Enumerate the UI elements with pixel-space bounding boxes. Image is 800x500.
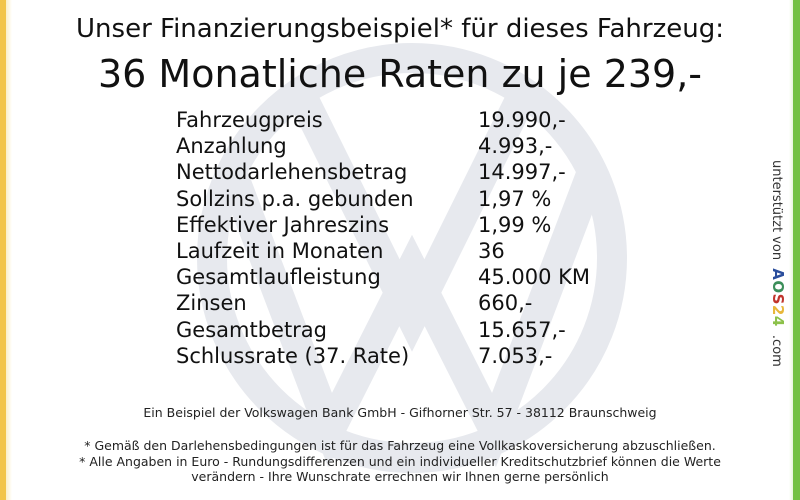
financing-table: Fahrzeugpreis 19.990,- Anzahlung 4.993,-… [176, 107, 678, 369]
left-border-fade [6, 0, 12, 500]
table-row: Zinsen 660,- [176, 290, 678, 316]
row-label: Gesamtbetrag [176, 317, 328, 342]
table-row: Laufzeit in Monaten 36 [176, 238, 678, 264]
row-value: 1,97 % [478, 186, 552, 211]
credit-prefix: unterstützt von [769, 160, 784, 261]
row-value: 14.997,- [478, 160, 566, 185]
right-border-green [793, 0, 800, 500]
footnote-insurance: * Gemäß den Darlehensbedingungen ist für… [84, 438, 716, 453]
table-row: Anzahlung 4.993,- [176, 133, 678, 159]
table-row: Effektiver Jahreszins 1,99 % [176, 212, 678, 238]
row-value: 36 [478, 238, 505, 263]
row-label: Sollzins p.a. gebunden [176, 186, 414, 211]
row-label: Zinsen [176, 291, 247, 316]
row-label: Laufzeit in Monaten [176, 238, 384, 263]
footnote-currency-continued: verändern - Ihre Wunschrate errechnen wi… [191, 469, 609, 484]
side-credit-text: unterstützt von AOS24 .com [766, 160, 788, 367]
table-row: Sollzins p.a. gebunden 1,97 % [176, 186, 678, 212]
row-label: Effektiver Jahreszins [176, 212, 390, 237]
row-value: 660,- [478, 291, 533, 316]
right-border-fade [789, 0, 793, 500]
row-value: 1,99 % [478, 212, 552, 237]
table-row: Fahrzeugpreis 19.990,- [176, 107, 678, 133]
row-value: 15.657,- [478, 317, 566, 342]
table-row: Gesamtlaufleistung 45.000 KM [176, 264, 678, 290]
left-border-yellow [0, 0, 6, 500]
table-row: Nettodarlehensbetrag 14.997,- [176, 159, 678, 185]
row-label: Schlussrate (37. Rate) [176, 343, 410, 368]
row-value: 4.993,- [478, 134, 553, 159]
table-row: Gesamtbetrag 15.657,- [176, 317, 678, 343]
row-label: Gesamtlaufleistung [176, 265, 381, 290]
row-label: Anzahlung [176, 134, 287, 159]
intro-heading: Unser Finanzierungsbeispiel* für dieses … [76, 14, 724, 44]
aos24-logo: AOS24 [769, 268, 787, 327]
row-label: Fahrzeugpreis [176, 108, 323, 132]
footnote-currency: * Alle Angaben in Euro - Rundungsdiffere… [79, 453, 721, 469]
row-value: 7.053,- [478, 343, 553, 368]
side-credit: unterstützt von AOS24 .com [768, 160, 788, 390]
row-value: 19.990,- [478, 108, 566, 132]
row-value: 45.000 KM [478, 265, 591, 290]
monthly-rate-headline: 36 Monatliche Raten zu je 239,- [97, 52, 703, 96]
footnote-cut-off: · · · · · · · · · · · · · · · · · · · · … [0, 494, 800, 500]
footnotes: * Gemäß den Darlehensbedingungen ist für… [0, 438, 800, 485]
credit-suffix: .com [769, 334, 784, 367]
bank-address-line: Ein Beispiel der Volkswagen Bank GmbH - … [143, 405, 657, 420]
row-label: Nettodarlehensbetrag [176, 160, 408, 185]
table-row: Schlussrate (37. Rate) 7.053,- [176, 343, 678, 369]
